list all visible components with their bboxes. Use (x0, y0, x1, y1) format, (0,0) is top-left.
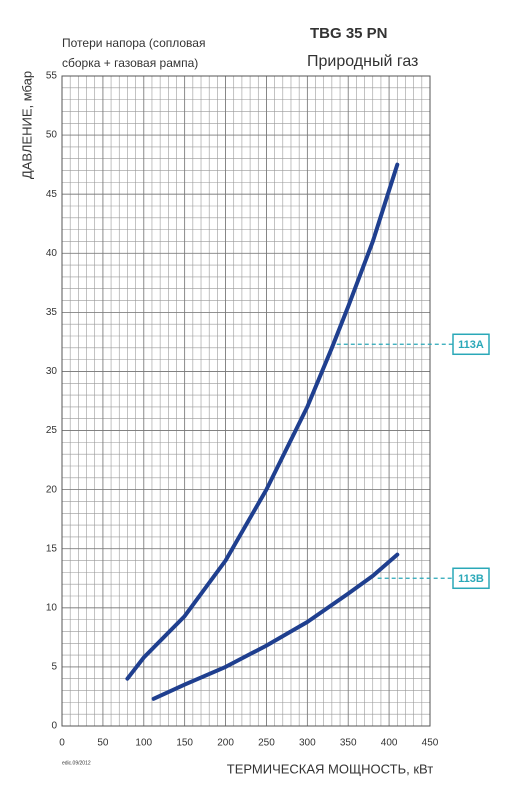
x-tick-label: 100 (135, 738, 152, 749)
y-tick-label: 5 (51, 662, 57, 673)
annotation-label: 113A (458, 339, 484, 351)
y-tick-label: 10 (46, 602, 58, 613)
x-tick-label: 150 (176, 738, 193, 749)
x-tick-label: 0 (59, 738, 65, 749)
annotation-label: 113B (458, 573, 484, 585)
x-tick-label: 250 (258, 738, 275, 749)
note: Потери напора (сопловая (62, 36, 205, 50)
y-tick-label: 25 (46, 425, 58, 436)
x-tick-label: 400 (381, 738, 398, 749)
x-tick-label: 450 (422, 738, 439, 749)
note: сборка + газовая рампа) (62, 56, 198, 70)
x-axis-label: ТЕРМИЧЕСКАЯ МОЩНОСТЬ, кВт (227, 761, 433, 776)
annotation-box (452, 567, 490, 590)
y-tick-label: 0 (51, 721, 57, 732)
x-tick-label: 50 (97, 738, 109, 749)
x-tick-label: 350 (340, 738, 357, 749)
y-axis-label: ДАВЛЕНИЕ, мбар (19, 71, 34, 179)
plot-frame (61, 75, 431, 727)
x-tick-label: 300 (299, 738, 316, 749)
y-tick-label: 50 (46, 130, 58, 141)
line (151, 552, 400, 701)
y-tick-label: 55 (46, 71, 58, 82)
x-tick-label: 200 (217, 738, 234, 749)
y-tick-label: 20 (46, 484, 58, 495)
y-tick-label: 45 (46, 189, 58, 200)
annotation-box (452, 333, 490, 356)
chart-subtitle: Природный газ (307, 53, 418, 70)
y-tick-label: 15 (46, 543, 58, 554)
line (125, 162, 400, 681)
y-tick-label: 30 (46, 366, 58, 377)
y-tick-label: 40 (46, 248, 58, 259)
footer: edic.09/2012 (62, 760, 91, 766)
y-tick-label: 35 (46, 307, 58, 318)
chart-title: TBG 35 PN (310, 25, 388, 42)
